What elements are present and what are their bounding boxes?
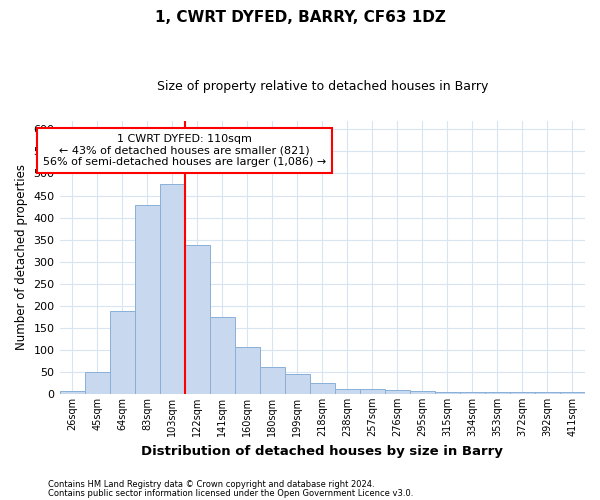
Text: 1 CWRT DYFED: 110sqm
← 43% of detached houses are smaller (821)
56% of semi-deta: 1 CWRT DYFED: 110sqm ← 43% of detached h… (43, 134, 326, 167)
Bar (385, 390, 410, 394)
Bar (134, 205, 160, 394)
Bar (185, 245, 209, 394)
Title: Size of property relative to detached houses in Barry: Size of property relative to detached ho… (157, 80, 488, 93)
Bar (59, 391, 85, 394)
Bar (360, 389, 385, 394)
Bar (335, 389, 360, 394)
Bar (410, 391, 435, 394)
Bar (510, 392, 535, 394)
Bar (285, 374, 310, 394)
Bar (260, 367, 285, 394)
X-axis label: Distribution of detached houses by size in Barry: Distribution of detached houses by size … (142, 444, 503, 458)
Bar (110, 311, 134, 394)
Text: Contains public sector information licensed under the Open Government Licence v3: Contains public sector information licen… (48, 488, 413, 498)
Bar (160, 184, 185, 394)
Bar (535, 392, 560, 394)
Bar (560, 392, 585, 394)
Bar (235, 346, 260, 394)
Bar (435, 392, 460, 394)
Bar (485, 392, 510, 394)
Text: Contains HM Land Registry data © Crown copyright and database right 2024.: Contains HM Land Registry data © Crown c… (48, 480, 374, 489)
Bar (209, 317, 235, 394)
Bar (460, 392, 485, 394)
Bar (85, 372, 110, 394)
Bar (310, 383, 335, 394)
Text: 1, CWRT DYFED, BARRY, CF63 1DZ: 1, CWRT DYFED, BARRY, CF63 1DZ (155, 10, 445, 25)
Y-axis label: Number of detached properties: Number of detached properties (15, 164, 28, 350)
